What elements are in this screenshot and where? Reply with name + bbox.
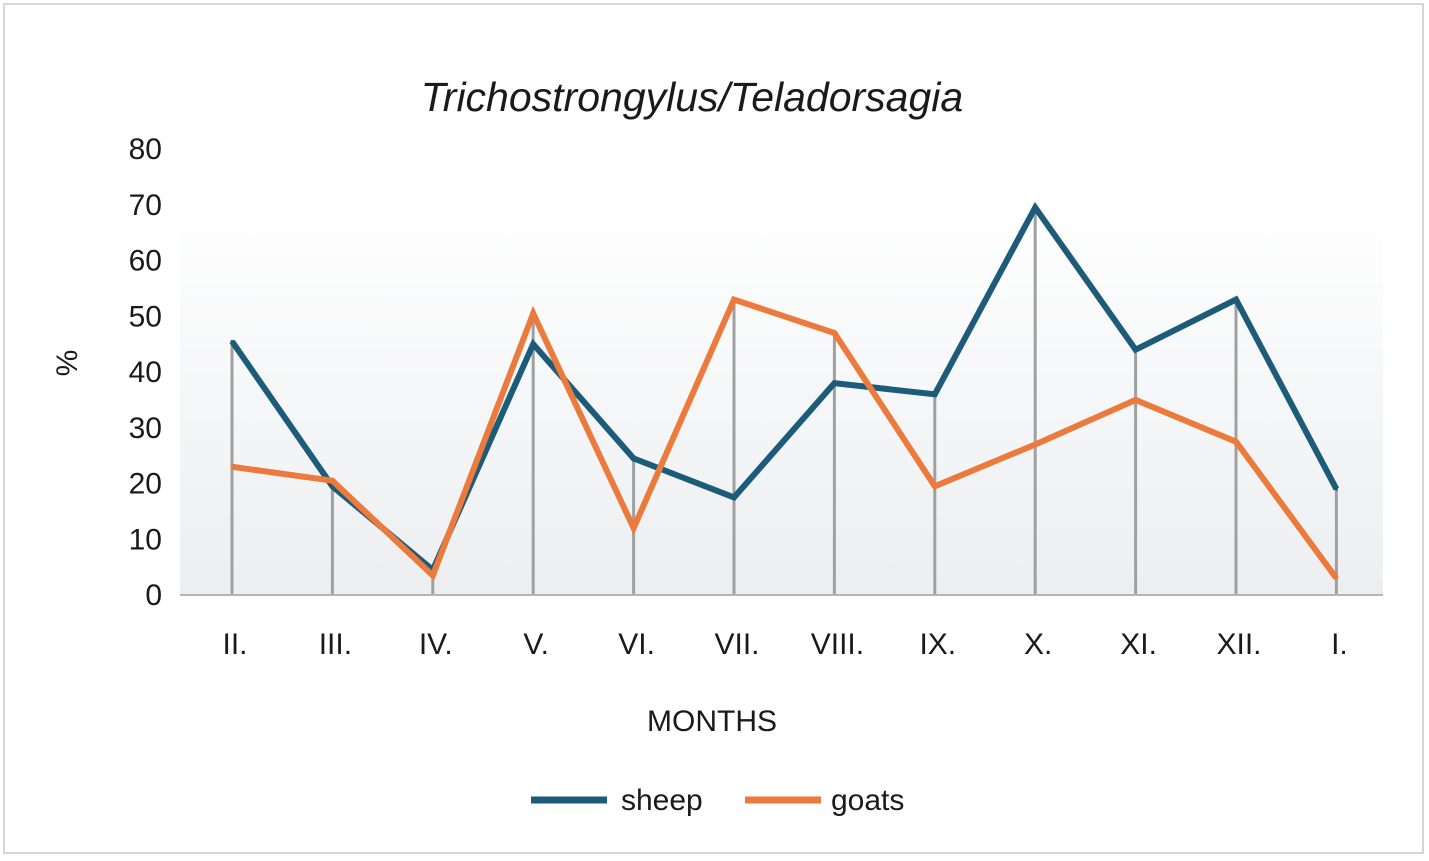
y-tick-label: 80 <box>129 133 162 166</box>
legend-label-goats: goats <box>831 784 904 817</box>
data-point-goats <box>531 311 535 315</box>
line-chart: Trichostrongylus/Teladorsagia 0 10 20 30 40 5… <box>51 74 1383 817</box>
y-tick-label: 20 <box>129 468 162 501</box>
x-tick-label: I. <box>1331 628 1348 661</box>
y-tick-label: 30 <box>129 412 162 445</box>
data-point-goats <box>330 479 334 483</box>
x-tick-label: IV. <box>419 628 453 661</box>
series-lines <box>229 201 1340 581</box>
x-tick-label: III. <box>319 628 352 661</box>
data-point-goats <box>632 526 636 530</box>
x-tick-label: II. <box>222 628 247 661</box>
data-point-goats <box>431 573 435 577</box>
data-point-sheep <box>832 381 836 385</box>
data-point-sheep <box>1334 487 1338 491</box>
x-tick-label: VII. <box>714 628 759 661</box>
data-point-sheep <box>531 342 535 346</box>
data-point-goats <box>1134 398 1138 402</box>
chart-frame: Trichostrongylus/Teladorsagia 0 10 20 30 40 5… <box>3 3 1424 854</box>
data-point-goats <box>1334 576 1338 580</box>
data-point-goats <box>1033 442 1037 446</box>
data-point-sheep <box>732 495 736 499</box>
x-tick-label: XII. <box>1216 628 1261 661</box>
data-point-goats <box>832 331 836 335</box>
data-point-sheep <box>1234 298 1238 302</box>
data-point-sheep <box>1033 206 1037 210</box>
y-tick-label: 40 <box>129 356 162 389</box>
series-line-goats <box>231 295 1339 581</box>
y-axis-title: % <box>51 350 84 377</box>
x-tick-label: X. <box>1024 628 1052 661</box>
x-tick-label: VIII. <box>811 628 864 661</box>
data-point-goats <box>732 298 736 302</box>
data-point-sheep <box>230 339 234 343</box>
x-axis-tick-labels: II. III. IV. V. VI. VII. VIII. IX. X. XI. XII. I. <box>222 628 1347 661</box>
data-point-sheep <box>1134 348 1138 352</box>
x-axis-title: MONTHS <box>647 705 777 738</box>
y-tick-label: 50 <box>129 300 162 333</box>
legend: sheep goats <box>531 784 904 817</box>
x-tick-label: XI. <box>1120 628 1157 661</box>
y-tick-label: 0 <box>145 579 162 612</box>
data-point-goats <box>933 484 937 488</box>
x-tick-label: VI. <box>618 628 655 661</box>
x-tick-label: V. <box>523 628 549 661</box>
data-point-goats <box>1234 440 1238 444</box>
y-tick-label: 10 <box>129 523 162 556</box>
chart-title: Trichostrongylus/Teladorsagia <box>421 74 963 120</box>
data-point-sheep <box>933 392 937 396</box>
plot-area-background <box>180 199 1383 595</box>
data-point-sheep <box>632 456 636 460</box>
legend-label-sheep: sheep <box>621 784 703 817</box>
x-tick-label: IX. <box>919 628 956 661</box>
y-tick-label: 60 <box>129 245 162 278</box>
y-axis-tick-labels: 0 10 20 30 40 50 60 70 80 <box>129 133 162 612</box>
y-tick-label: 70 <box>129 189 162 222</box>
data-point-goats <box>230 465 234 469</box>
